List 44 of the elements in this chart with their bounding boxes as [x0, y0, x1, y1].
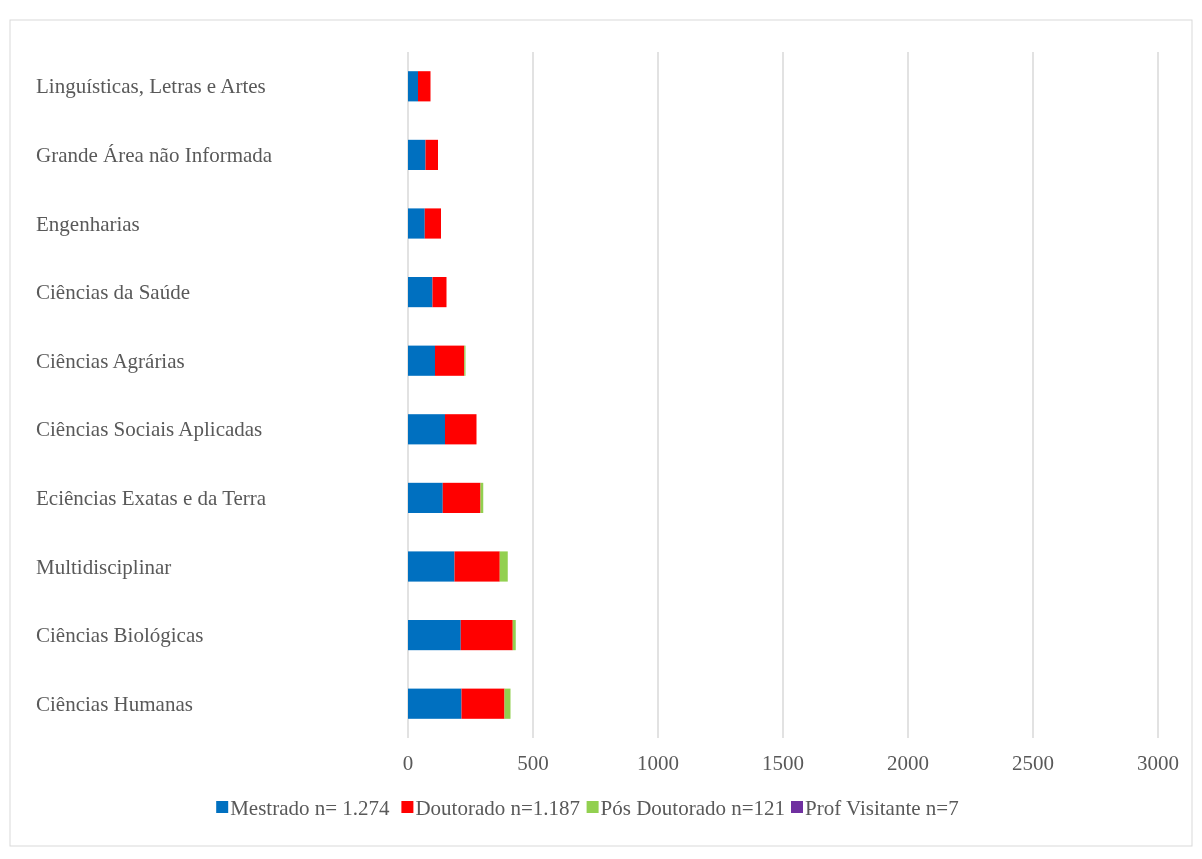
x-tick-label: 2000	[887, 751, 929, 775]
bar	[408, 139, 426, 170]
bar	[454, 551, 500, 582]
bar	[408, 71, 418, 102]
y-tick-label: Ciências Agrárias	[36, 348, 185, 373]
y-tick-label: Engenharias	[36, 211, 140, 236]
legend-label: Pós Doutorado n=121	[600, 796, 786, 820]
bar	[408, 688, 462, 719]
bar	[461, 688, 505, 719]
bar	[408, 482, 443, 513]
y-tick-label: Multidisciplinar	[36, 554, 172, 579]
bar	[460, 620, 513, 651]
bar	[408, 345, 435, 376]
x-tick-label: 1500	[762, 751, 804, 775]
bar	[435, 345, 465, 376]
bar	[425, 139, 438, 170]
bar	[504, 688, 511, 719]
bar	[408, 277, 433, 308]
x-tick-label: 1000	[637, 751, 679, 775]
x-tick-label: 500	[517, 751, 549, 775]
y-tick-label: Ciências Humanas	[36, 691, 193, 716]
bar	[499, 551, 508, 582]
bar	[442, 482, 481, 513]
bar	[408, 551, 455, 582]
y-tick-label: Eciências Exatas e da Terra	[36, 485, 267, 510]
bar	[408, 620, 461, 651]
legend-label: Doutorado n=1.187	[415, 796, 581, 820]
bar	[512, 620, 516, 651]
y-tick-label: Ciências Biológicas	[36, 623, 204, 648]
y-tick-label: Linguísticas, Letras e Artes	[36, 74, 266, 99]
legend-label: Prof Visitante n=7	[805, 796, 959, 820]
legend-label: Mestrado n= 1.274	[230, 796, 391, 820]
x-tick-label: 2500	[1012, 751, 1054, 775]
y-tick-label: Ciências da Saúde	[36, 280, 190, 305]
bar	[432, 277, 447, 308]
y-tick-label: Grande Área não Informada	[36, 142, 273, 167]
bar	[424, 208, 441, 239]
bar	[408, 414, 445, 445]
y-tick-label: Ciências Sociais Aplicadas	[36, 417, 263, 442]
bar	[408, 208, 425, 239]
bar	[445, 414, 477, 445]
bar	[418, 71, 431, 102]
x-tick-label: 3000	[1137, 751, 1179, 775]
x-tick-label: 0	[402, 751, 414, 775]
